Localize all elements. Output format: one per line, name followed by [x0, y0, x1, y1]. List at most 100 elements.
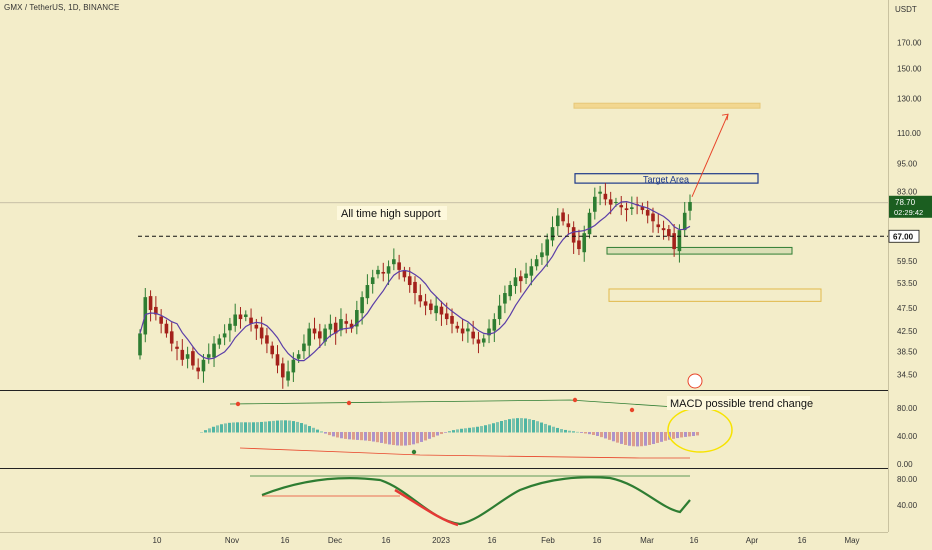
- macd-signal-dot: [629, 407, 635, 413]
- candle: [492, 313, 497, 343]
- candle-body: [598, 191, 602, 194]
- macd-histogram-bar: [516, 418, 519, 433]
- candle: [677, 224, 682, 263]
- candle: [196, 358, 200, 380]
- candle: [661, 220, 666, 240]
- candle: [656, 213, 661, 234]
- candle: [243, 310, 248, 322]
- macd-histogram-bar: [592, 432, 595, 435]
- candle: [667, 224, 671, 241]
- support-price-tag: 67.00: [888, 229, 920, 243]
- candle: [418, 284, 423, 308]
- candle: [487, 319, 491, 344]
- macd-histogram-bar: [384, 432, 387, 444]
- candle: [339, 308, 343, 337]
- candle-body: [365, 285, 370, 299]
- macd-histogram-bar: [400, 432, 403, 446]
- candle: [587, 208, 592, 239]
- candle: [460, 319, 465, 342]
- macd-histogram-bar: [512, 418, 515, 433]
- macd-histogram-bar: [652, 432, 655, 445]
- macd-histogram-bar: [352, 432, 355, 440]
- price-tick-label: 95.00: [897, 160, 918, 169]
- macd-histogram-bar: [280, 420, 283, 433]
- candle-body: [645, 210, 650, 216]
- macd-histogram-bar: [456, 429, 459, 433]
- candle: [608, 191, 613, 215]
- candle: [191, 347, 195, 370]
- macd-histogram-bar: [300, 423, 303, 433]
- candle: [328, 314, 333, 338]
- macd-histogram-bar: [200, 432, 203, 433]
- macd-histogram-bar: [596, 432, 599, 436]
- candle-body: [180, 349, 185, 360]
- macd-histogram-bar: [628, 432, 631, 446]
- candle: [503, 285, 507, 314]
- macd-histogram-bar: [640, 432, 643, 447]
- price-tick-label: 130.00: [897, 94, 922, 103]
- candle-body: [249, 317, 253, 324]
- candle-body: [397, 262, 401, 270]
- time-tick-label: 16: [690, 536, 699, 545]
- candle-body: [291, 359, 296, 373]
- macd-histogram-bar: [308, 426, 311, 433]
- candle-body: [513, 277, 518, 287]
- macd-histogram-bar: [368, 432, 371, 441]
- macd-histogram-bar: [332, 432, 335, 437]
- macd-histogram-bar: [236, 422, 239, 433]
- macd-histogram-bar: [284, 420, 287, 433]
- candle: [318, 323, 322, 349]
- candle: [466, 322, 470, 343]
- macd-histogram-bar: [696, 432, 699, 436]
- macd-histogram-bar: [524, 418, 527, 433]
- candle-body: [624, 208, 629, 211]
- macd-histogram-bar: [268, 421, 271, 433]
- candle: [571, 221, 576, 254]
- macd-histogram-bar: [444, 432, 447, 433]
- macd-histogram-bar: [508, 419, 511, 433]
- candle-body: [429, 303, 433, 311]
- candle-body: [265, 335, 269, 344]
- candle-body: [455, 325, 460, 329]
- candle: [566, 214, 571, 235]
- macd-histogram-bar: [388, 432, 391, 445]
- macd-histogram-bar: [272, 420, 275, 433]
- candle-body: [296, 354, 301, 359]
- macd-histogram-bar: [600, 432, 603, 438]
- candle-body: [196, 367, 200, 372]
- grid-layer: [0, 0, 889, 533]
- candle-body: [222, 333, 227, 338]
- candle-body: [651, 213, 655, 222]
- candle-body: [518, 276, 523, 282]
- macd-histogram-bar: [564, 429, 567, 433]
- macd-histogram-bar: [428, 432, 431, 439]
- candle: [312, 317, 317, 340]
- macd-histogram-bar: [320, 431, 323, 433]
- candle: [185, 346, 190, 369]
- candle: [439, 300, 444, 326]
- candle: [233, 303, 237, 332]
- macd-histogram-bar: [604, 432, 607, 439]
- candle: [455, 321, 460, 333]
- candle: [386, 260, 391, 285]
- support-tag-background: [888, 229, 920, 243]
- macd-histogram-bar: [476, 426, 479, 433]
- candle-body: [550, 227, 555, 241]
- candle: [212, 336, 216, 367]
- candle: [164, 319, 169, 338]
- candle: [429, 299, 433, 315]
- candle: [333, 316, 338, 345]
- candle: [259, 316, 264, 345]
- macd-histogram-bar: [684, 432, 687, 437]
- candle: [450, 308, 454, 334]
- macd-histogram-bar: [364, 432, 367, 441]
- candle: [148, 290, 153, 322]
- candle: [534, 255, 539, 271]
- time-tick-label: Mar: [640, 536, 654, 545]
- macd-note-text: MACD possible trend change: [670, 398, 813, 410]
- candle-body: [603, 193, 608, 200]
- macd-signal-dot: [235, 401, 241, 407]
- candle: [381, 262, 386, 282]
- macd-histogram-bar: [548, 425, 551, 433]
